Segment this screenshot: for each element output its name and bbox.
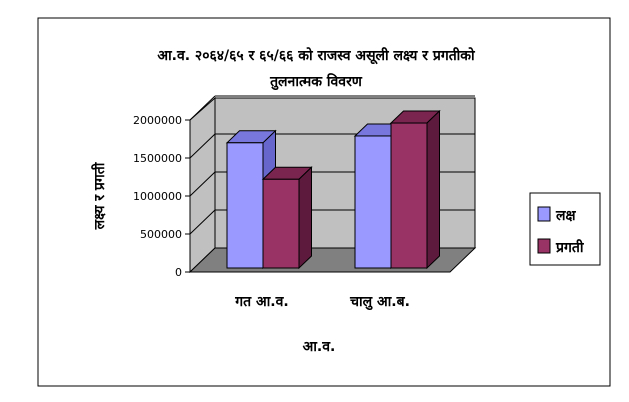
- y-tick-label: 1500000: [133, 152, 182, 165]
- bar-side: [298, 166, 312, 270]
- legend-swatch: [537, 238, 551, 254]
- bar: [389, 109, 441, 270]
- chart-title: आ.व. २०६४/६५ र ६५/६६ को राजस्व असूली लक्…: [157, 47, 476, 65]
- bar-front: [354, 135, 392, 269]
- gridline-side: [189, 95, 216, 121]
- y-axis-title: लक्ष्य र प्रगती: [91, 161, 108, 230]
- x-axis-title: आ.व.: [303, 339, 336, 355]
- legend-label: प्रगती: [555, 239, 585, 256]
- gridline-side: [189, 133, 216, 159]
- bar-front: [262, 178, 300, 269]
- category-label: गत आ.व.: [234, 294, 288, 310]
- y-tick-label: 500000: [140, 228, 182, 241]
- bar: [261, 166, 313, 270]
- chart-subtitle: तुलनात्मक विवरण: [269, 73, 363, 91]
- gridline-side: [189, 171, 216, 197]
- gridline-side: [189, 209, 216, 235]
- legend-label: लक्ष: [555, 208, 576, 224]
- y-tick-label: 0: [175, 266, 182, 279]
- y-tick-label: 2000000: [133, 114, 182, 127]
- y-tick-label: 1000000: [133, 190, 182, 203]
- category-labels: गत आ.व. चालु आ.ब.: [234, 294, 410, 311]
- legend-swatch: [537, 206, 551, 222]
- side-wall: [189, 96, 216, 274]
- bar-side: [426, 109, 440, 270]
- bar-front: [226, 142, 264, 269]
- legend: लक्ष प्रगती: [529, 192, 601, 266]
- bars: [225, 109, 441, 270]
- bar-front: [390, 122, 428, 269]
- y-axis-ticks: 0 500000 1000000 1500000 2000000: [133, 114, 190, 279]
- category-label: चालु आ.ब.: [349, 294, 410, 311]
